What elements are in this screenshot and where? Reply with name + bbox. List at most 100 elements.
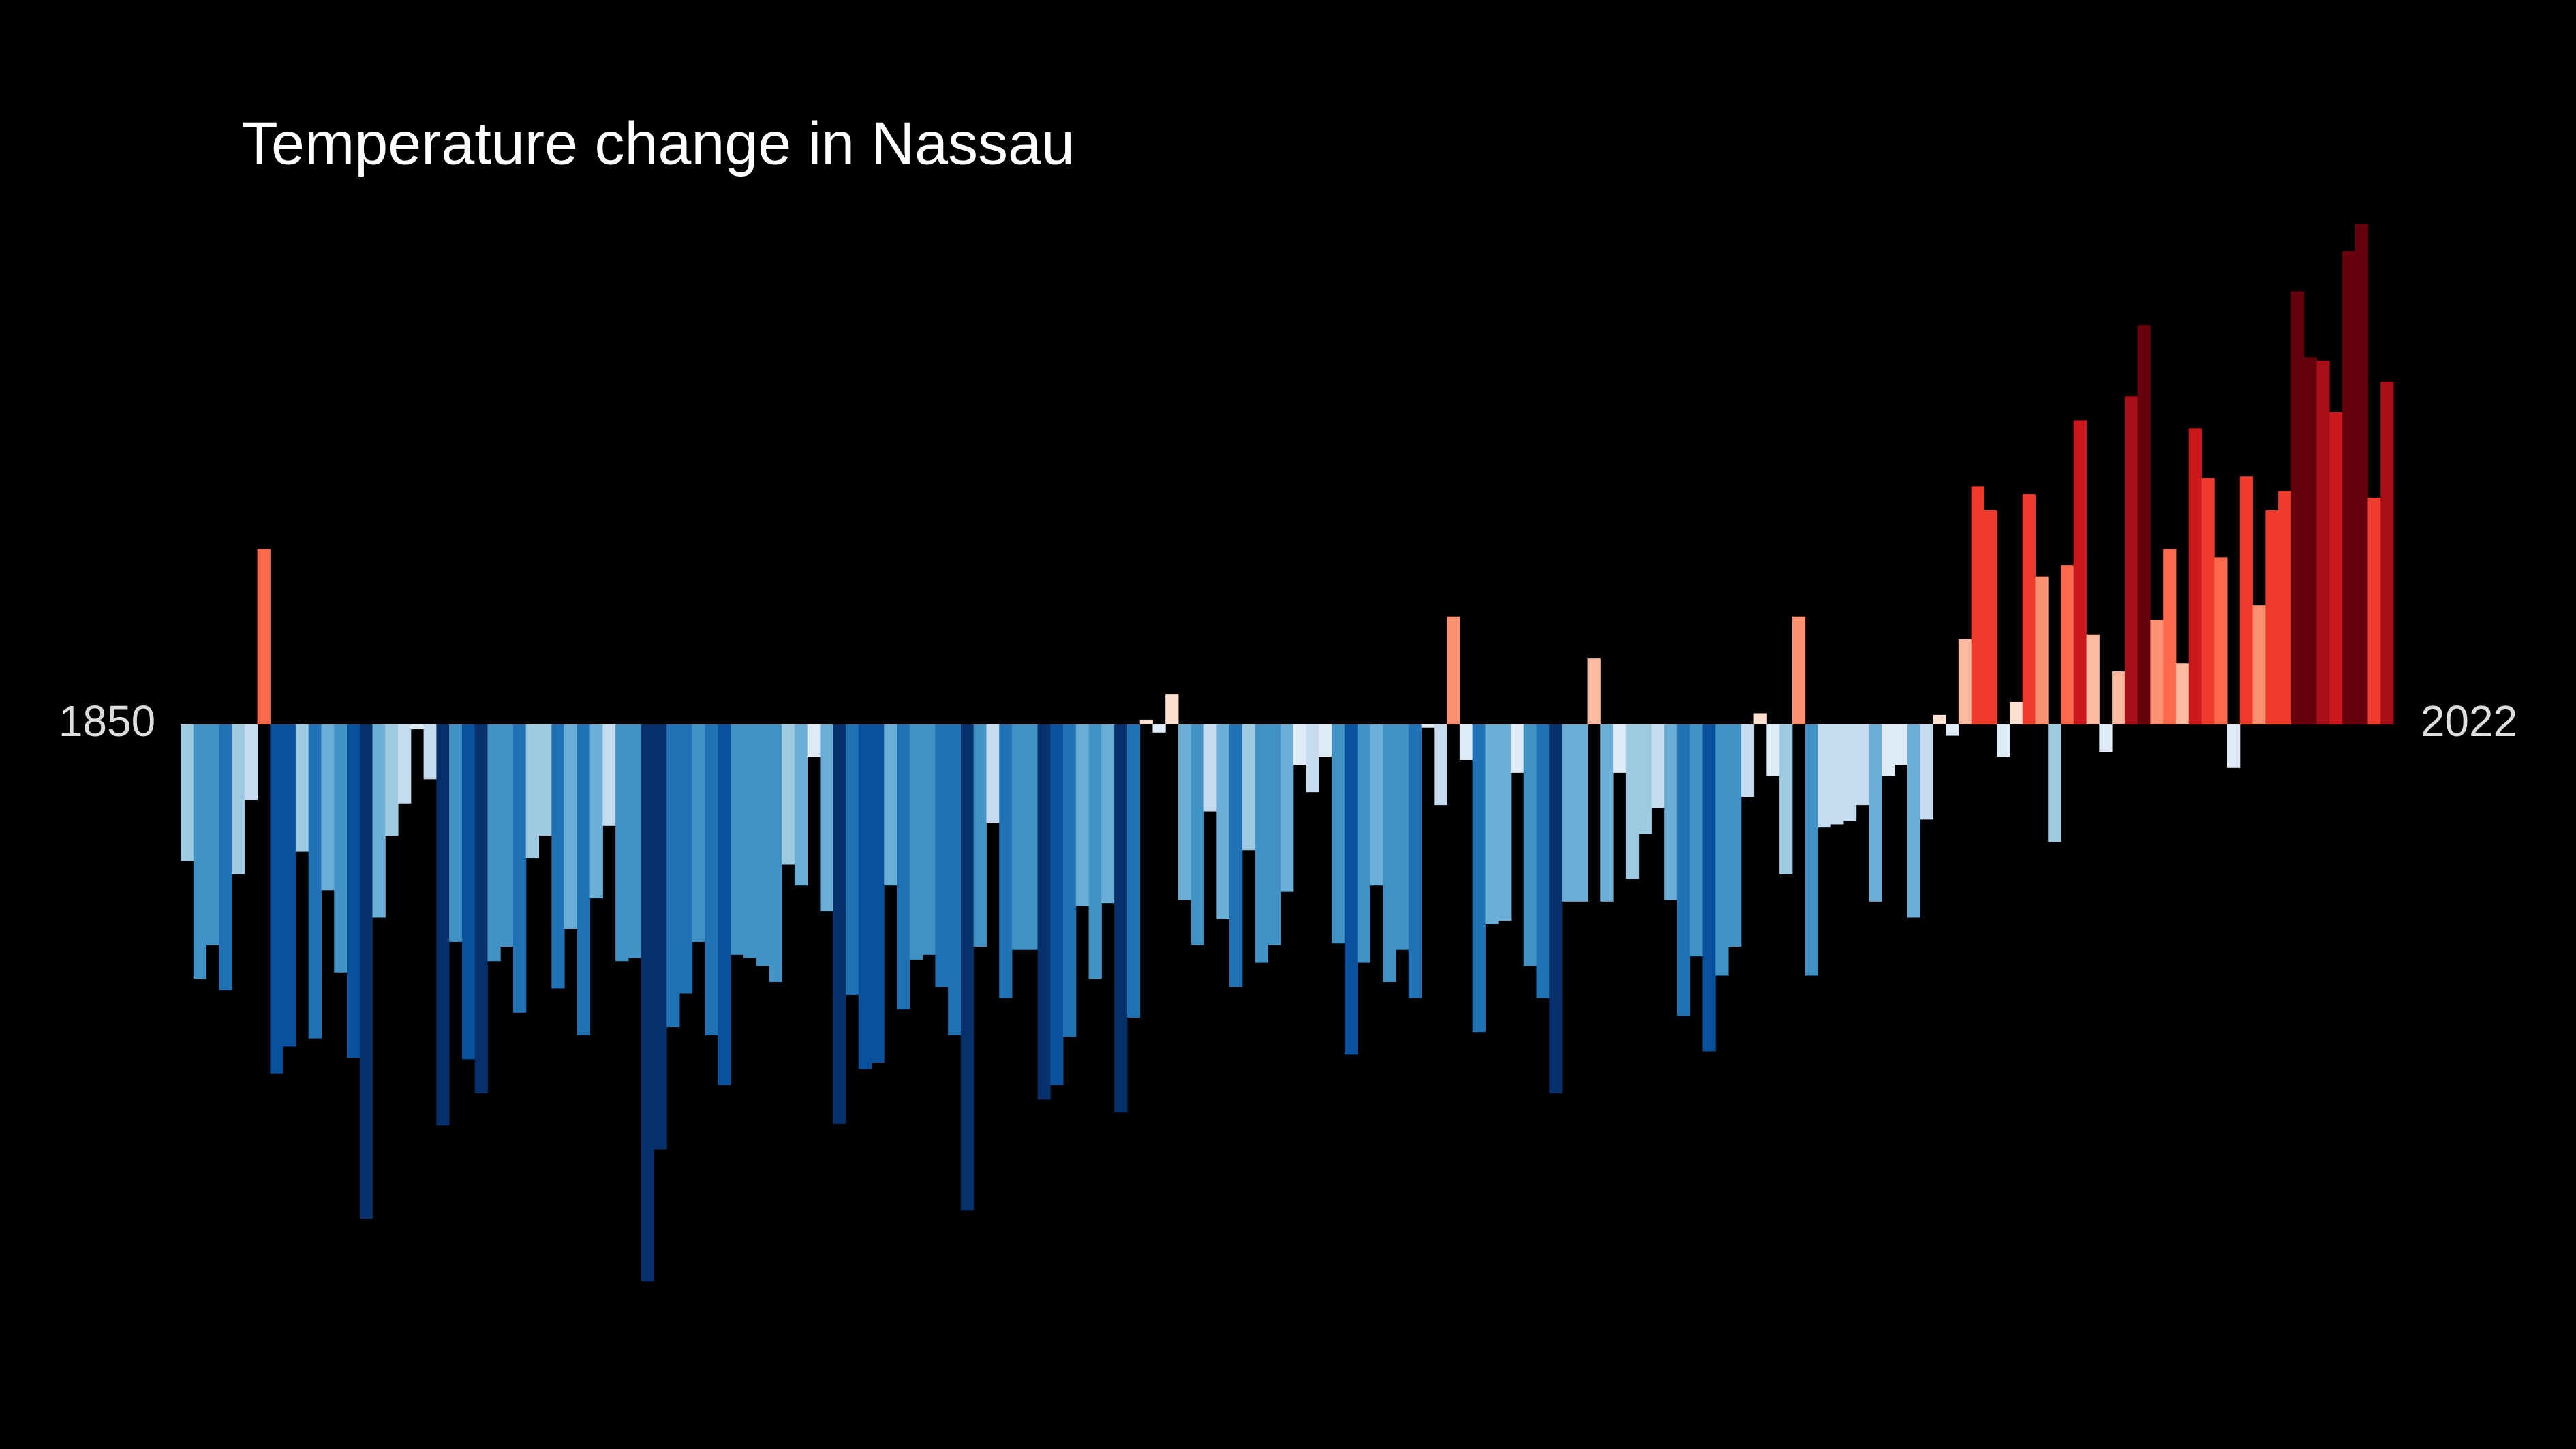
bar — [423, 724, 437, 780]
bar — [410, 724, 425, 730]
bar — [2329, 412, 2343, 724]
bar — [500, 724, 514, 947]
bar — [1766, 724, 1780, 776]
bar — [2048, 724, 2061, 842]
bar — [538, 724, 552, 836]
bar — [1472, 724, 1486, 1033]
bar — [1830, 724, 1844, 825]
bar — [705, 724, 718, 1035]
bar — [1818, 724, 1831, 828]
bar — [1178, 724, 1192, 900]
bar — [2214, 557, 2228, 724]
bar — [1383, 724, 1396, 982]
bar — [718, 724, 731, 1086]
bar — [615, 724, 629, 962]
bar — [232, 724, 245, 874]
bar — [973, 724, 987, 947]
bar — [398, 724, 412, 804]
bar — [1779, 724, 1793, 874]
bar — [960, 724, 975, 1211]
bar — [845, 724, 859, 995]
bar — [219, 724, 232, 990]
bar — [1574, 724, 1589, 902]
bar — [794, 724, 808, 886]
bar — [1946, 724, 1959, 736]
bar — [782, 724, 795, 865]
chart-title: Temperature change in Nassau — [241, 109, 1075, 177]
bar — [858, 724, 872, 1069]
bar — [1306, 724, 1319, 793]
bar — [1625, 724, 1640, 879]
bar — [295, 724, 309, 852]
bar — [1920, 724, 1933, 820]
bar — [1050, 724, 1064, 1086]
bar — [1075, 724, 1090, 906]
bar — [1459, 724, 1473, 760]
bar — [602, 724, 616, 826]
bar — [589, 724, 603, 899]
bar — [1792, 616, 1806, 724]
bar — [1689, 724, 1703, 957]
bar — [1651, 724, 1665, 808]
bar — [436, 724, 450, 1126]
bar — [1229, 724, 1243, 988]
bar — [385, 724, 399, 836]
bar — [1037, 724, 1051, 1100]
bar — [1126, 724, 1141, 1018]
bar — [871, 724, 885, 1063]
bar — [270, 724, 283, 1074]
bar — [1344, 724, 1358, 1055]
bar — [1638, 724, 1652, 834]
bar — [2278, 491, 2292, 724]
bar — [1805, 724, 1818, 976]
bar — [1216, 724, 1230, 919]
bar — [692, 724, 706, 942]
bar — [2227, 724, 2241, 768]
bar — [551, 724, 565, 989]
bar — [807, 724, 821, 757]
bar — [1203, 724, 1217, 812]
bar — [666, 724, 680, 1028]
bar — [2252, 605, 2266, 724]
bar — [1370, 724, 1383, 886]
bar — [1485, 724, 1499, 924]
bar — [461, 724, 476, 1060]
bar — [1434, 724, 1447, 806]
bar — [731, 724, 744, 955]
bar — [909, 724, 923, 960]
bar — [321, 724, 335, 891]
bar — [2201, 478, 2215, 724]
bar — [654, 724, 667, 1150]
bar — [1242, 724, 1256, 851]
bar — [1498, 724, 1512, 921]
bar — [2073, 420, 2087, 724]
bar — [1587, 658, 1601, 724]
bar — [1895, 724, 1908, 765]
bar — [2009, 701, 2023, 724]
bar — [2150, 620, 2164, 724]
bar — [1191, 724, 1205, 945]
bar — [1510, 724, 1524, 773]
bar — [2265, 510, 2279, 724]
bar — [1933, 714, 1946, 724]
bar — [1715, 724, 1729, 976]
bar — [577, 724, 591, 1035]
bar — [2137, 325, 2151, 724]
bar — [948, 724, 962, 1035]
bar — [1165, 694, 1179, 724]
bar — [244, 724, 258, 801]
bar — [628, 724, 642, 958]
bar — [999, 724, 1013, 998]
bar — [1523, 724, 1537, 966]
bar — [449, 724, 463, 942]
bar — [1843, 724, 1857, 821]
bar — [1728, 724, 1742, 947]
bar — [1139, 719, 1153, 724]
bar — [1101, 724, 1115, 904]
bar — [2061, 565, 2074, 724]
bar — [1549, 724, 1563, 1093]
x-tick-label: 1850 — [59, 697, 155, 746]
bar — [206, 724, 219, 945]
bar — [756, 724, 769, 966]
